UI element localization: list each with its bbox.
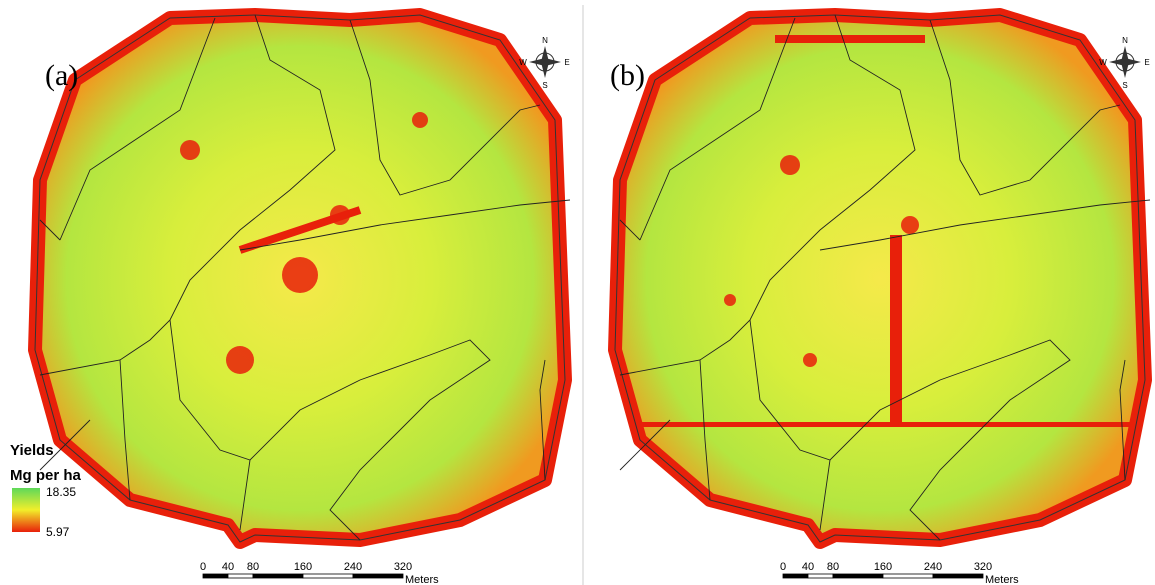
field [615,15,1145,542]
low-yield-strip [630,422,1135,427]
scale-segment [228,574,253,578]
scale-label: 0 [780,561,786,573]
compass-rose [1109,46,1141,78]
legend-unit: Mg per ha [10,467,81,484]
scale-segment [303,574,353,578]
scale-segment [883,574,933,578]
scale-segment [253,574,303,578]
compass-w: W [519,58,527,67]
scale-label: 0 [200,561,206,573]
legend-min: 5.97 [46,525,70,539]
scale-label: 320 [394,561,412,573]
panel-label: (b) [610,59,645,92]
low-yield-patch [412,112,428,128]
compass-e: E [564,58,569,67]
low-yield-patch [780,155,800,175]
scale-label: 40 [222,561,234,573]
scale-label: 160 [294,561,312,573]
low-yield-strip [890,235,902,425]
low-yield-strip [775,35,925,43]
figure: Yields Mg per ha 18.35 5.97 (a) N S E W 0 40 80… [0,0,1155,585]
low-yield-patch [901,216,919,234]
scale-label: 320 [974,561,992,573]
low-yield-patch [180,140,200,160]
scale-unit: Meters [405,574,439,585]
compass-n: N [1122,36,1128,45]
scale-label: 80 [247,561,259,573]
legend-ramp [12,488,40,532]
low-yield-patch [803,353,817,367]
scale-label: 240 [924,561,942,573]
compass-w: W [1099,58,1107,67]
low-yield-patch [724,294,736,306]
scale-segment [783,574,808,578]
compass-e: E [1144,58,1149,67]
scale-segment [833,574,883,578]
scale-label: 80 [827,561,839,573]
scale-segment [808,574,833,578]
legend-max: 18.35 [46,485,76,499]
scale-unit: Meters [985,574,1019,585]
scale-segment [933,574,983,578]
scale-label: 40 [802,561,814,573]
panel-label: (a) [45,59,78,92]
scale-label: 160 [874,561,892,573]
scale-segment [353,574,403,578]
compass-s: S [1122,81,1127,90]
compass-s: S [542,81,547,90]
compass-n: N [542,36,548,45]
low-yield-patch [282,257,318,293]
scale-label: 240 [344,561,362,573]
low-yield-patch [226,346,254,374]
compass-rose [529,46,561,78]
scale-segment [203,574,228,578]
legend-title: Yields [10,442,54,459]
